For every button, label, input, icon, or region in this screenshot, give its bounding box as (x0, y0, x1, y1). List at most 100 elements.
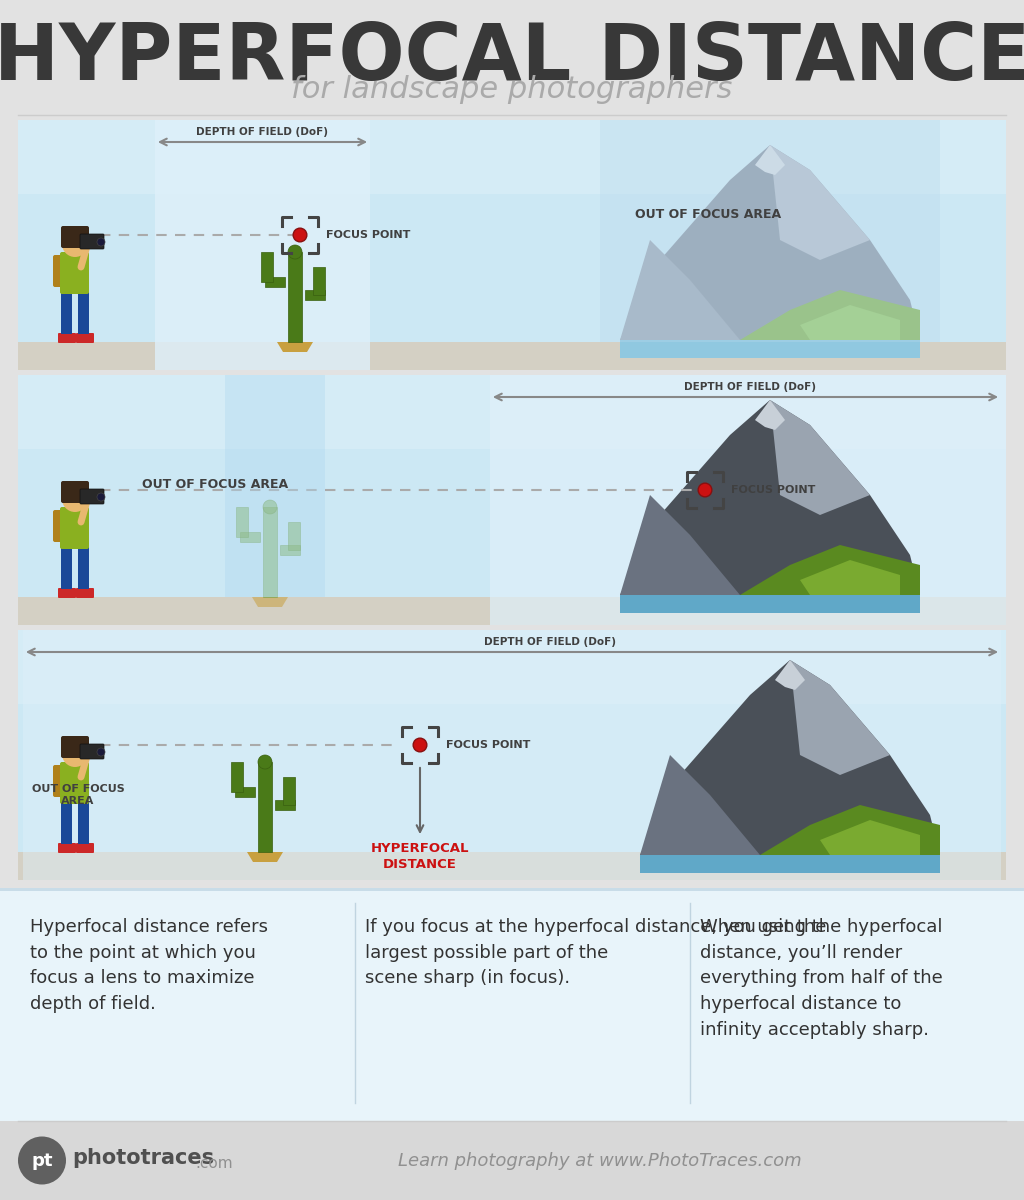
FancyBboxPatch shape (80, 490, 104, 504)
Polygon shape (770, 400, 870, 515)
Polygon shape (800, 560, 900, 595)
Circle shape (62, 230, 88, 257)
Circle shape (97, 238, 105, 246)
Text: OUT OF FOCUS AREA: OUT OF FOCUS AREA (142, 479, 288, 492)
Polygon shape (755, 145, 785, 175)
Circle shape (18, 1136, 66, 1184)
Polygon shape (620, 400, 920, 595)
Text: If you focus at the hyperfocal distance, you get the
largest possible part of th: If you focus at the hyperfocal distance,… (365, 918, 826, 988)
Bar (280, 545, 300, 554)
Text: pt: pt (32, 1152, 53, 1170)
Circle shape (97, 748, 105, 756)
Bar (288, 522, 300, 550)
Polygon shape (820, 820, 920, 854)
Polygon shape (620, 494, 740, 595)
Circle shape (62, 486, 88, 512)
Polygon shape (755, 400, 785, 430)
Text: for landscape photographers: for landscape photographers (291, 76, 733, 104)
Bar (600, 120, 940, 342)
Bar (265, 277, 285, 287)
Bar (0, 0, 1024, 115)
Bar (23, 630, 1001, 880)
Text: FOCUS POINT: FOCUS POINT (731, 485, 815, 494)
Bar (18, 342, 1006, 370)
FancyBboxPatch shape (76, 588, 94, 598)
Circle shape (258, 755, 272, 769)
Bar (61, 292, 72, 334)
Polygon shape (640, 755, 760, 854)
Bar (313, 266, 325, 295)
Text: .com: .com (195, 1156, 232, 1171)
Bar (240, 532, 260, 542)
Circle shape (288, 245, 302, 259)
Text: FOCUS POINT: FOCUS POINT (446, 740, 530, 750)
Bar (18, 630, 1006, 704)
Circle shape (263, 500, 278, 514)
FancyBboxPatch shape (53, 254, 67, 287)
Polygon shape (740, 290, 920, 340)
Bar (18, 120, 1006, 194)
FancyBboxPatch shape (60, 506, 89, 550)
FancyBboxPatch shape (53, 510, 67, 542)
Polygon shape (790, 660, 890, 775)
FancyBboxPatch shape (76, 332, 94, 343)
Text: HYPERFOCAL DISTANCE: HYPERFOCAL DISTANCE (0, 20, 1024, 96)
Bar (236, 506, 248, 538)
Bar (155, 120, 370, 370)
Bar (305, 290, 325, 300)
Polygon shape (800, 305, 900, 340)
Polygon shape (740, 545, 920, 595)
Polygon shape (620, 340, 920, 358)
FancyBboxPatch shape (58, 588, 76, 598)
Polygon shape (640, 660, 940, 854)
Text: HYPERFOCAL
DISTANCE: HYPERFOCAL DISTANCE (371, 842, 469, 871)
Bar (0, 1121, 1024, 1200)
Bar (225, 374, 325, 596)
Polygon shape (760, 805, 940, 854)
Text: DEPTH OF FIELD (DoF): DEPTH OF FIELD (DoF) (684, 382, 816, 392)
Circle shape (97, 493, 105, 502)
Circle shape (698, 484, 712, 497)
Bar (288, 252, 302, 342)
Bar (258, 762, 272, 852)
Bar (78, 292, 89, 334)
Bar (18, 374, 1006, 449)
Bar (0, 888, 1024, 1123)
FancyBboxPatch shape (60, 252, 89, 294)
Circle shape (293, 228, 307, 242)
Bar (283, 778, 295, 805)
Polygon shape (620, 145, 920, 340)
Circle shape (62, 740, 88, 767)
Bar (18, 852, 1006, 880)
Bar (18, 630, 1006, 852)
Text: When using the hyperfocal
distance, you’ll render
everything from half of the
hy: When using the hyperfocal distance, you’… (700, 918, 943, 1039)
Bar (18, 374, 1006, 596)
Polygon shape (620, 240, 740, 340)
Polygon shape (247, 852, 283, 862)
Text: Hyperfocal distance refers
to the point at which you
focus a lens to maximize
de: Hyperfocal distance refers to the point … (30, 918, 268, 1013)
Circle shape (413, 738, 427, 752)
Polygon shape (252, 596, 288, 607)
Polygon shape (640, 854, 940, 874)
Bar (61, 547, 72, 589)
Bar (231, 762, 243, 792)
Bar (234, 787, 255, 797)
FancyBboxPatch shape (58, 842, 76, 853)
Bar (263, 506, 278, 596)
FancyBboxPatch shape (76, 842, 94, 853)
Text: Learn photography at www.PhotoTraces.com: Learn photography at www.PhotoTraces.com (398, 1152, 802, 1170)
Text: DEPTH OF FIELD (DoF): DEPTH OF FIELD (DoF) (197, 127, 329, 137)
Bar (61, 802, 72, 844)
Bar (490, 374, 1006, 625)
Bar (78, 547, 89, 589)
Text: OUT OF FOCUS
AREA: OUT OF FOCUS AREA (32, 784, 124, 806)
FancyBboxPatch shape (58, 332, 76, 343)
Bar (0, 888, 1024, 890)
Polygon shape (278, 342, 313, 352)
FancyBboxPatch shape (61, 226, 89, 248)
FancyBboxPatch shape (80, 744, 104, 758)
Text: phototraces: phototraces (72, 1148, 214, 1169)
Text: OUT OF FOCUS AREA: OUT OF FOCUS AREA (635, 209, 781, 222)
Bar (18, 596, 1006, 625)
Text: DEPTH OF FIELD (DoF): DEPTH OF FIELD (DoF) (484, 637, 616, 647)
